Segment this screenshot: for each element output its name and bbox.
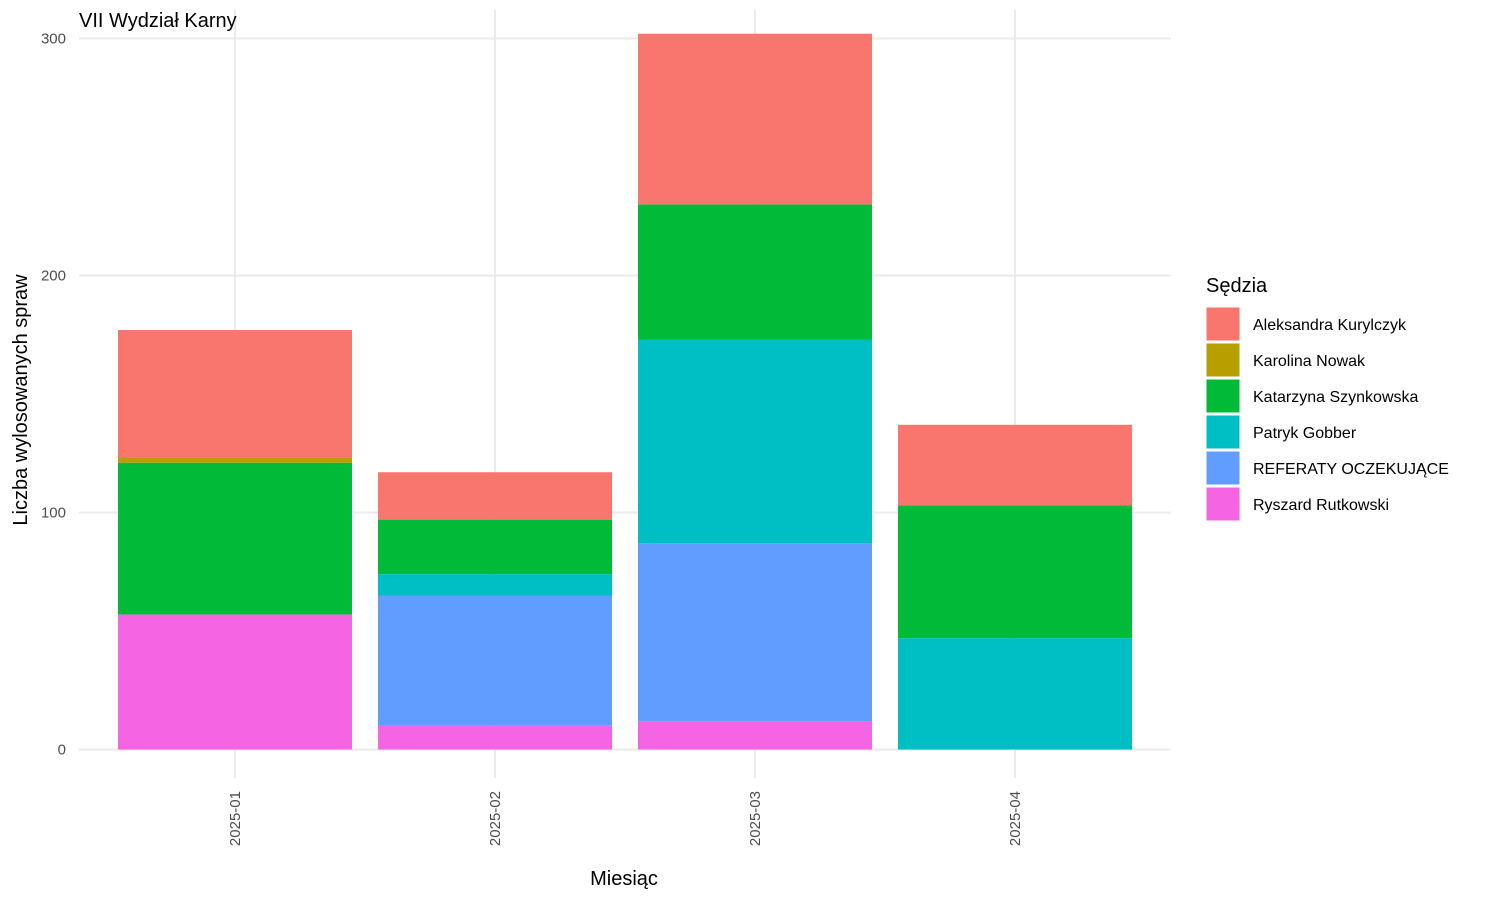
bar-segment (118, 330, 352, 458)
bar-segment (638, 204, 872, 340)
x-tick-label: 2025-03 (747, 791, 764, 846)
bar-segment (118, 462, 352, 615)
x-axis-title: Miesiąc (590, 868, 658, 890)
legend-label: Ryszard Rutkowski (1253, 497, 1389, 514)
bar-segment (378, 595, 612, 726)
chart-title: VII Wydział Karny (79, 10, 237, 32)
legend-title: Sędzia (1206, 275, 1268, 297)
x-tick-label: 2025-02 (487, 791, 504, 846)
bar-segment (378, 519, 612, 575)
bar-segment (638, 339, 872, 544)
legend-label: REFERATY OCZEKUJĄCE (1253, 461, 1449, 478)
bar-segment (638, 721, 872, 750)
bar-segment (378, 574, 612, 596)
y-tick-label: 200 (41, 267, 66, 284)
x-tick-label: 2025-04 (1007, 791, 1024, 846)
legend-label: Aleksandra Kurylczyk (1253, 317, 1407, 334)
legend-swatch (1205, 414, 1241, 450)
legend-items: Aleksandra Kurylczyk Karolina Nowak Katarz… (1205, 306, 1449, 522)
bar-segment (898, 505, 1132, 639)
x-tick-label: 2025-01 (227, 791, 244, 846)
legend-swatch (1205, 450, 1241, 486)
legend-swatch (1205, 378, 1241, 414)
bar-segment (898, 638, 1132, 750)
bars (118, 33, 1132, 750)
y-tick-label: 100 (41, 505, 66, 522)
y-axis-ticks: 0 100 200 300 (41, 30, 66, 758)
bar-segment (638, 543, 872, 722)
bar-segment (118, 458, 352, 463)
y-axis-title: Liczba wylosowanych spraw (10, 274, 32, 526)
bar-segment (378, 472, 612, 520)
x-axis-ticks: 2025-01 2025-02 2025-03 2025-04 (227, 791, 1024, 846)
legend-swatch (1205, 306, 1241, 342)
y-tick-label: 0 (58, 742, 66, 759)
legend: Sędzia Aleksandra Kurylczyk Karolina Nowa… (1205, 275, 1449, 522)
legend-swatch (1205, 342, 1241, 378)
bar-segment (378, 725, 612, 750)
legend-swatch (1205, 486, 1241, 522)
bar-segment (118, 614, 352, 750)
bar-segment (638, 33, 872, 205)
bar-segment (898, 424, 1132, 506)
legend-label: Patryk Gobber (1253, 425, 1357, 442)
legend-label: Karolina Nowak (1253, 353, 1366, 370)
legend-label: Katarzyna Szynkowska (1253, 389, 1419, 406)
y-tick-label: 300 (41, 30, 66, 47)
